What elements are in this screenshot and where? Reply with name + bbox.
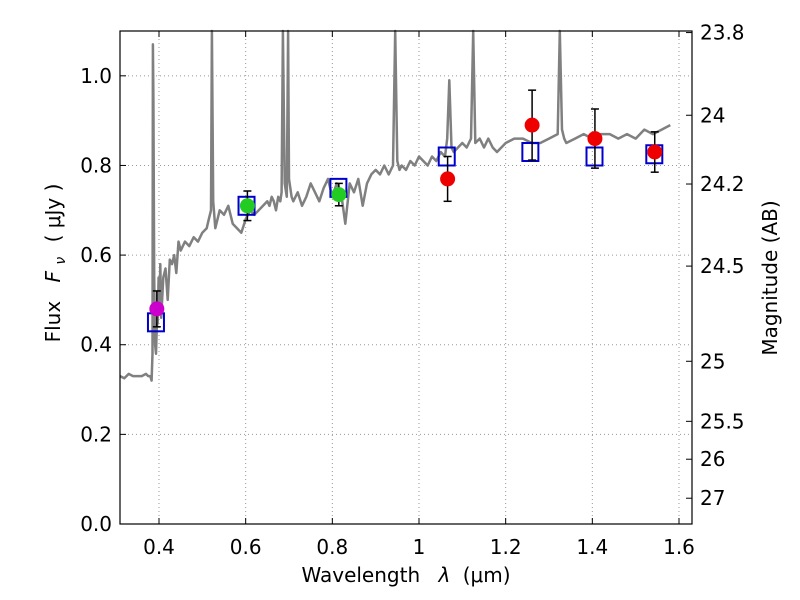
x-tick-label: 0.4 bbox=[143, 535, 175, 559]
y2-tick-label: 24.5 bbox=[700, 254, 745, 278]
y2-tick-label: 24 bbox=[700, 103, 725, 127]
y-tick-label: 0.8 bbox=[80, 153, 112, 177]
x-tick-label: 0.6 bbox=[230, 535, 262, 559]
x-tick-label: 1 bbox=[413, 535, 426, 559]
axis-ticks: 0.4 0.6 0.8 1 1.2 1.4 1.6 0.0 0.2 0.4 0.6 0.8 1.0 23.… bbox=[80, 21, 744, 559]
y-tick-label: 1.0 bbox=[80, 64, 112, 88]
y-tick-label: 0.4 bbox=[80, 333, 112, 357]
observed-flux-point bbox=[524, 117, 540, 133]
x-tick-label: 1.2 bbox=[490, 535, 522, 559]
y-axis-title-unit: ( μJy ) bbox=[41, 184, 65, 243]
x-tick-label: 0.8 bbox=[316, 535, 348, 559]
y-axis-title-subscript: ν bbox=[53, 257, 69, 265]
observed-flux-point bbox=[440, 171, 456, 187]
data-points-layer bbox=[146, 89, 664, 333]
y2-axis-title: Magnitude (AB) bbox=[758, 200, 782, 355]
y-axis-title-text: Flux bbox=[41, 301, 65, 343]
y2-tick-label: 23.8 bbox=[700, 21, 745, 45]
y2-tick-label: 27 bbox=[700, 486, 725, 510]
x-tick-label: 1.6 bbox=[663, 535, 695, 559]
observed-flux-point bbox=[647, 144, 663, 160]
observed-flux-point bbox=[331, 187, 347, 203]
x-axis-title-unit: (μm) bbox=[463, 563, 511, 587]
y2-tick-label: 25.5 bbox=[700, 409, 745, 433]
x-axis-title-symbol: λ bbox=[438, 563, 451, 587]
plot-frame bbox=[119, 30, 693, 525]
grid-lines bbox=[120, 31, 692, 525]
model-photometry-square bbox=[437, 146, 456, 167]
observed-flux-point bbox=[239, 198, 255, 214]
y-axis-title-symbol: F bbox=[41, 270, 65, 282]
x-axis-title-text: Wavelength bbox=[301, 563, 420, 587]
y-tick-label: 0.0 bbox=[80, 512, 112, 536]
observed-flux-point bbox=[587, 131, 603, 147]
y2-tick-label: 25 bbox=[700, 349, 725, 373]
model-spectrum-line bbox=[119, 29, 671, 382]
x-tick-label: 1.4 bbox=[576, 535, 608, 559]
model-photometry-square bbox=[521, 142, 540, 163]
y2-tick-label: 24.2 bbox=[700, 172, 745, 196]
x-axis-title: Wavelength λ (μm) bbox=[301, 563, 510, 587]
y2-tick-label: 26 bbox=[700, 447, 725, 471]
y-tick-label: 0.2 bbox=[80, 422, 112, 446]
y-tick-label: 0.6 bbox=[80, 243, 112, 267]
y-axis-title: Flux F ν ( μJy ) bbox=[41, 184, 70, 343]
observed-flux-point bbox=[149, 301, 165, 317]
model-spectrum-layer bbox=[119, 29, 671, 382]
